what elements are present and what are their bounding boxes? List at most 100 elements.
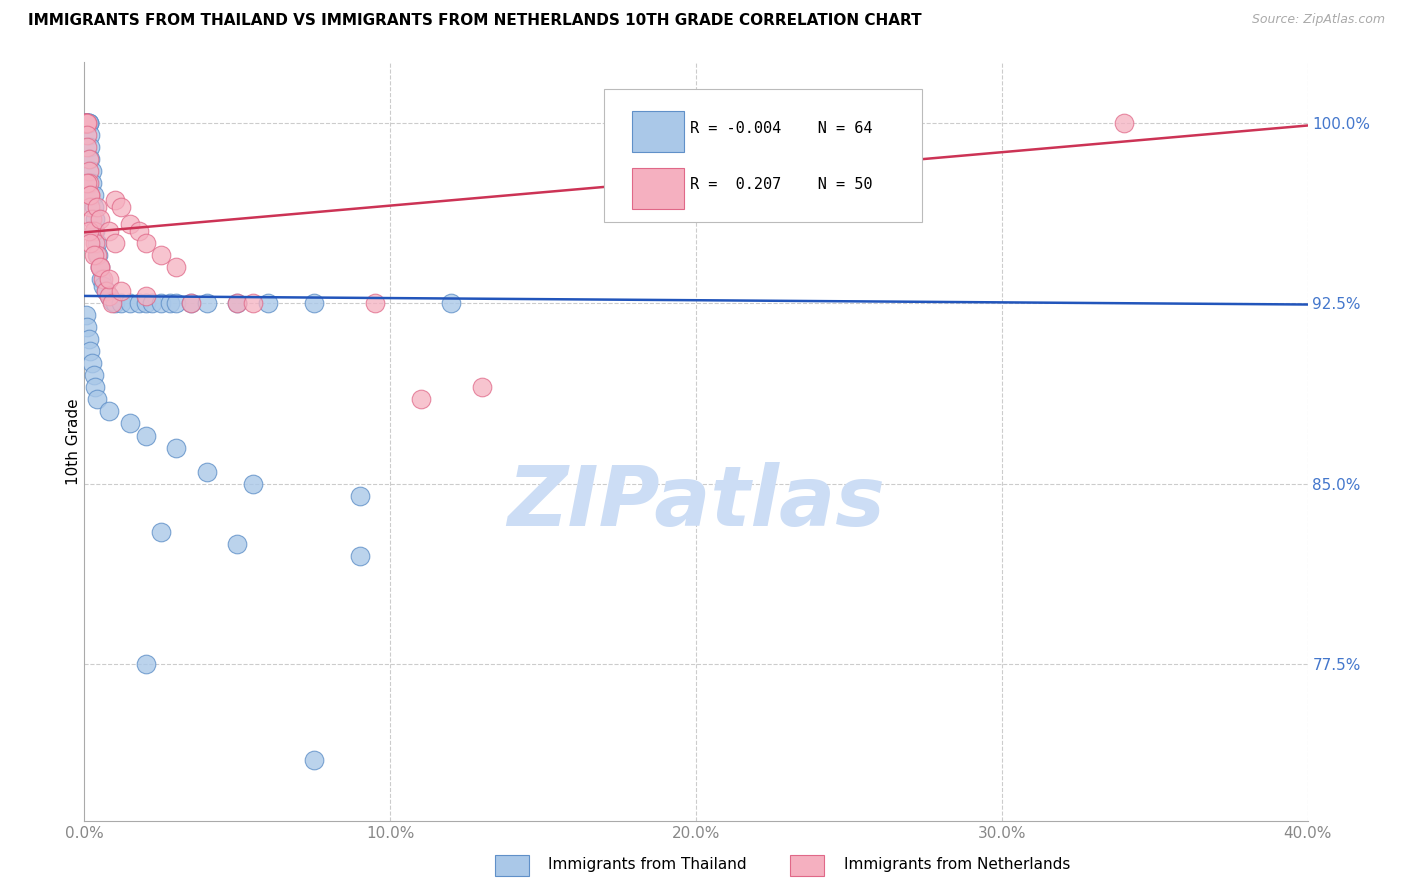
- Point: [135, 657, 157, 672]
- Point: [75, 115, 97, 129]
- Point: [77, 176, 100, 190]
- Text: IMMIGRANTS FROM THAILAND VS IMMIGRANTS FROM NETHERLANDS 10TH GRADE CORRELATION C: IMMIGRANTS FROM THAILAND VS IMMIGRANTS F…: [28, 13, 922, 29]
- Point: [120, 417, 142, 431]
- Point: [97, 224, 120, 238]
- Point: [226, 296, 249, 310]
- Point: [77, 115, 100, 129]
- Point: [101, 296, 124, 310]
- Text: Immigrants from Thailand: Immigrants from Thailand: [548, 857, 747, 872]
- Point: [89, 211, 111, 226]
- Point: [364, 296, 387, 310]
- Point: [94, 284, 117, 298]
- Point: [79, 235, 101, 250]
- Point: [409, 392, 432, 407]
- Point: [76, 115, 98, 129]
- Point: [149, 248, 172, 262]
- Point: [149, 524, 172, 539]
- Point: [76, 139, 98, 153]
- Point: [80, 163, 103, 178]
- FancyBboxPatch shape: [633, 112, 683, 153]
- Point: [86, 235, 108, 250]
- Point: [75, 115, 97, 129]
- Point: [302, 296, 325, 310]
- Point: [86, 248, 108, 262]
- Text: Source: ZipAtlas.com: Source: ZipAtlas.com: [1251, 13, 1385, 27]
- Point: [75, 115, 97, 129]
- Point: [83, 248, 105, 262]
- Point: [226, 537, 249, 551]
- Point: [83, 200, 105, 214]
- Point: [79, 187, 101, 202]
- Point: [97, 404, 120, 418]
- Point: [440, 296, 463, 310]
- Point: [91, 272, 114, 286]
- Point: [159, 296, 181, 310]
- Point: [83, 187, 105, 202]
- Point: [79, 187, 101, 202]
- Point: [75, 115, 97, 129]
- Point: [104, 235, 127, 250]
- Point: [302, 754, 325, 768]
- Point: [86, 200, 108, 214]
- Point: [257, 296, 280, 310]
- Point: [80, 176, 103, 190]
- Point: [79, 128, 101, 142]
- Point: [75, 115, 97, 129]
- Point: [77, 115, 100, 129]
- Point: [101, 293, 124, 308]
- Point: [79, 200, 101, 214]
- Point: [77, 332, 100, 346]
- Point: [180, 296, 202, 310]
- Point: [120, 217, 142, 231]
- Point: [79, 344, 101, 359]
- Point: [91, 279, 114, 293]
- Point: [79, 152, 101, 166]
- Point: [75, 115, 97, 129]
- Point: [180, 296, 202, 310]
- Y-axis label: 10th Grade: 10th Grade: [66, 398, 80, 485]
- Point: [77, 115, 100, 129]
- Point: [97, 272, 120, 286]
- Point: [1114, 115, 1136, 129]
- Point: [76, 115, 98, 129]
- Point: [110, 200, 132, 214]
- Point: [87, 248, 110, 262]
- Text: R =  0.207    N = 50: R = 0.207 N = 50: [690, 177, 872, 192]
- Point: [97, 289, 120, 303]
- Point: [83, 368, 105, 383]
- Point: [165, 441, 187, 455]
- Point: [76, 115, 98, 129]
- Point: [110, 296, 132, 310]
- Point: [84, 224, 107, 238]
- Point: [135, 235, 157, 250]
- Text: R = -0.004    N = 64: R = -0.004 N = 64: [690, 120, 872, 136]
- Point: [226, 296, 249, 310]
- Text: Immigrants from Netherlands: Immigrants from Netherlands: [844, 857, 1070, 872]
- Point: [84, 380, 107, 394]
- Point: [195, 296, 218, 310]
- Point: [104, 296, 127, 310]
- Point: [165, 296, 187, 310]
- Point: [135, 428, 157, 442]
- Point: [75, 115, 97, 129]
- Point: [94, 284, 117, 298]
- FancyBboxPatch shape: [605, 89, 922, 221]
- Text: ZIPatlas: ZIPatlas: [508, 462, 884, 542]
- Point: [76, 176, 98, 190]
- FancyBboxPatch shape: [633, 168, 683, 209]
- Point: [75, 115, 97, 129]
- Point: [89, 260, 111, 274]
- Point: [90, 272, 112, 286]
- Point: [86, 392, 108, 407]
- Point: [83, 224, 105, 238]
- Point: [76, 128, 98, 142]
- Point: [76, 115, 98, 129]
- Point: [149, 296, 172, 310]
- Point: [135, 289, 157, 303]
- Point: [104, 193, 127, 207]
- Point: [120, 296, 142, 310]
- Point: [141, 296, 163, 310]
- Point: [110, 284, 132, 298]
- Point: [128, 224, 150, 238]
- Point: [77, 224, 100, 238]
